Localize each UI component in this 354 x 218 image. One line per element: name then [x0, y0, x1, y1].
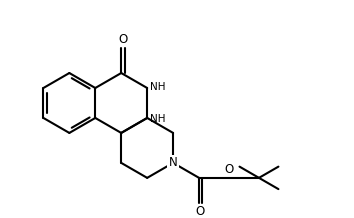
Text: O: O: [224, 163, 234, 176]
Text: NH: NH: [150, 114, 165, 124]
Text: O: O: [196, 205, 205, 218]
Text: NH: NH: [150, 82, 165, 92]
Text: N: N: [169, 156, 177, 169]
Text: O: O: [118, 33, 127, 46]
